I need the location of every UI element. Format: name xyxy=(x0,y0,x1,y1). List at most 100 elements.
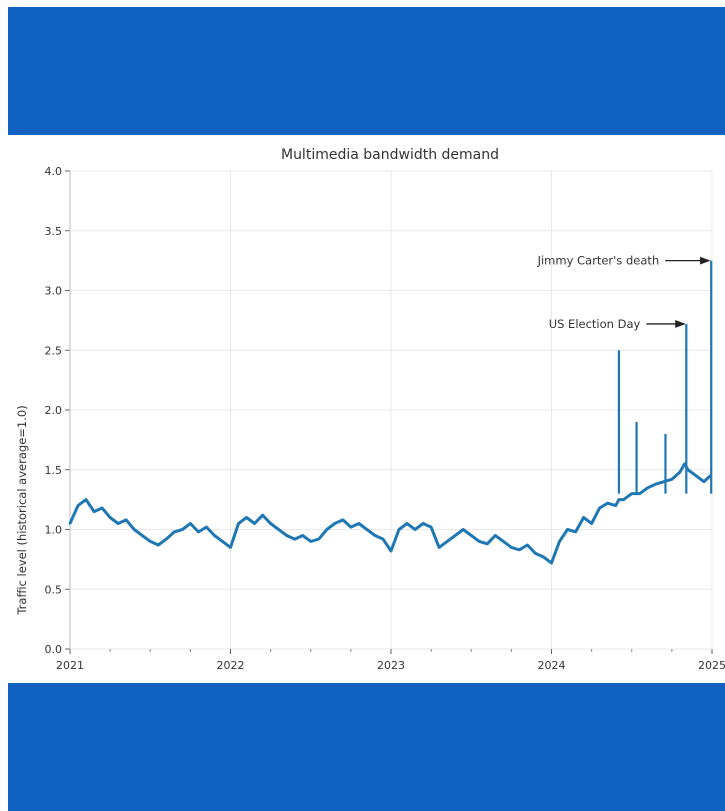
series-point xyxy=(357,522,361,525)
series-point xyxy=(213,534,216,537)
series-point xyxy=(702,480,706,483)
series-point xyxy=(293,537,296,541)
series-point xyxy=(261,513,264,517)
series-point xyxy=(550,561,553,565)
series-point xyxy=(518,548,521,552)
series-point xyxy=(365,528,369,531)
header-banner xyxy=(8,7,725,135)
y-tick-label: 0.5 xyxy=(45,583,63,596)
series-point xyxy=(542,555,545,559)
series-line xyxy=(68,462,712,565)
y-tick-label: 1.0 xyxy=(45,524,63,537)
series-point xyxy=(502,540,505,543)
x-tick-label: 2021 xyxy=(56,659,84,672)
series-point xyxy=(253,522,256,525)
axes: 0.0 0.5 1.0 1.5 2.0 2.5 3.0 3.5 4.0 2021 2022 2023 2… xyxy=(45,165,725,672)
series-point xyxy=(630,492,633,495)
series-point xyxy=(566,528,569,531)
series-point xyxy=(413,528,417,531)
series-point xyxy=(229,546,232,549)
series-point xyxy=(470,534,473,537)
series-point xyxy=(445,540,449,543)
series-point xyxy=(277,528,280,531)
series-point xyxy=(405,522,409,525)
series-point xyxy=(622,498,625,501)
series-point xyxy=(149,540,152,543)
chart-panel: Multimedia bandwidth demand Traffic leve… xyxy=(0,135,725,683)
series-point xyxy=(309,540,312,543)
series-point xyxy=(654,482,658,486)
series-point xyxy=(670,478,674,481)
series-point xyxy=(108,516,112,519)
series-point xyxy=(76,504,80,507)
y-tick-label: 0.0 xyxy=(45,643,63,656)
y-tick-label: 4.0 xyxy=(45,165,63,178)
series-point xyxy=(301,534,304,537)
series-point xyxy=(606,502,609,505)
y-tick-label: 2.5 xyxy=(45,344,63,357)
series-point xyxy=(534,552,537,555)
y-tick-label: 1.5 xyxy=(45,464,63,477)
series-point xyxy=(526,543,529,547)
annotations: US Election Day Jimmy Carter's death xyxy=(537,254,711,331)
series-point xyxy=(638,492,641,495)
series-point xyxy=(617,498,621,501)
series-point xyxy=(173,530,176,534)
series-point xyxy=(165,537,168,541)
series-point xyxy=(462,528,465,531)
series-point xyxy=(317,537,320,541)
series-point xyxy=(100,506,104,510)
series-point xyxy=(510,546,513,549)
series-point xyxy=(84,498,88,501)
series-point xyxy=(269,522,272,525)
series-point xyxy=(68,522,72,525)
annotation-label: Jimmy Carter's death xyxy=(537,254,660,268)
series-point xyxy=(116,522,120,525)
grid-lines xyxy=(69,170,713,650)
series-point xyxy=(421,522,425,525)
series-point xyxy=(285,534,288,537)
series-point xyxy=(646,486,649,489)
series-point xyxy=(341,518,345,522)
chart-title: Multimedia bandwidth demand xyxy=(281,147,499,163)
series-point xyxy=(678,470,682,474)
series-point xyxy=(181,528,184,531)
series-point xyxy=(325,528,328,531)
y-axis-label: Traffic level (historical average=1.0) xyxy=(15,405,29,615)
series-point xyxy=(454,534,457,537)
series-point xyxy=(381,537,385,541)
y-tick-label: 3.0 xyxy=(45,285,63,298)
series-point xyxy=(92,510,96,513)
series-point xyxy=(133,528,136,531)
y-tick-label: 3.5 xyxy=(45,225,63,238)
series-point xyxy=(205,525,208,529)
series-point xyxy=(694,474,698,477)
series-point xyxy=(478,540,481,543)
annotation-label: US Election Day xyxy=(549,317,641,331)
x-tick-label: 2024 xyxy=(538,659,566,672)
series-point xyxy=(437,546,441,549)
series-point xyxy=(397,528,401,531)
x-tick-label: 2022 xyxy=(217,659,245,672)
series-point xyxy=(157,543,160,547)
series-point xyxy=(189,522,192,525)
series-point xyxy=(197,530,200,534)
series-point xyxy=(237,522,240,525)
series-point xyxy=(494,534,497,537)
series-point xyxy=(333,522,337,525)
series-point xyxy=(429,525,433,529)
series-point xyxy=(598,506,601,510)
series-point xyxy=(614,504,617,507)
series-point xyxy=(574,530,577,534)
series-point xyxy=(582,516,585,519)
y-tick-label: 2.0 xyxy=(45,404,63,417)
series-point xyxy=(590,522,593,525)
series-layer xyxy=(68,260,713,565)
series-point xyxy=(141,534,144,537)
series-point xyxy=(349,525,353,529)
series-point xyxy=(389,549,393,553)
series-point xyxy=(245,516,248,519)
x-tick-label: 2025 xyxy=(698,659,725,672)
footer-banner xyxy=(8,683,725,811)
series-point xyxy=(124,518,128,522)
